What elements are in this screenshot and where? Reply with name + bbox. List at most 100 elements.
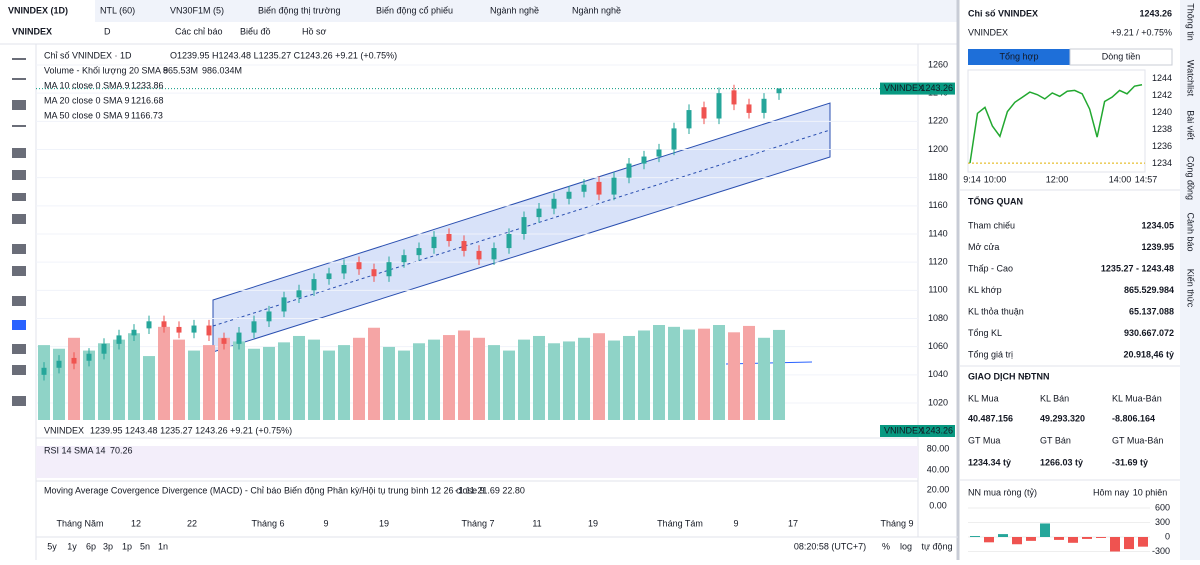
range-button[interactable]: 3p xyxy=(103,541,113,551)
tool-icons[interactable] xyxy=(12,58,26,406)
candle-body xyxy=(716,93,722,119)
volume-bar xyxy=(533,335,545,420)
candle-body xyxy=(476,250,482,260)
range-button[interactable]: 1y xyxy=(67,541,77,551)
volume-bar xyxy=(113,339,125,420)
overview-value: 20.918,46 tỷ xyxy=(1123,349,1174,359)
range-button[interactable]: 5y xyxy=(47,541,57,551)
profile-button[interactable]: Hồ sơ xyxy=(302,26,327,36)
volume-bar xyxy=(593,333,605,420)
volume-bar xyxy=(203,345,215,420)
net-tab[interactable]: Hôm nay xyxy=(1093,487,1130,497)
log-toggle[interactable]: log xyxy=(900,541,912,551)
volume-bar xyxy=(233,341,245,420)
y-tick-label: 0 xyxy=(1165,531,1170,541)
candle-body xyxy=(71,357,77,364)
side-tab[interactable]: Thông tin xyxy=(1186,3,1196,41)
foreign-label: GT Mua xyxy=(968,435,1000,445)
tab[interactable] xyxy=(1069,48,1173,66)
net-bar xyxy=(998,534,1008,537)
y-tick-label: 1242 xyxy=(1152,90,1172,100)
range-button[interactable]: 1p xyxy=(122,541,132,551)
pane-label: Moving Average Covergence Divergence (MA… xyxy=(44,485,485,495)
volume-bar xyxy=(563,341,575,420)
intraday-frame xyxy=(967,69,1146,173)
candle-body xyxy=(401,255,407,263)
x-tick-label: Tháng 7 xyxy=(461,518,494,528)
tab[interactable]: Biến động thị trường xyxy=(258,5,340,15)
tab[interactable]: Ngành nghề xyxy=(490,5,539,15)
panel-symbol: VNINDEX xyxy=(968,27,1008,37)
x-tick-label: 14:00 xyxy=(1109,174,1132,184)
candle-body xyxy=(146,321,152,329)
interval[interactable]: D xyxy=(104,26,111,36)
side-tab[interactable]: Watchlist xyxy=(1186,60,1196,97)
x-tick-label: 17 xyxy=(788,518,798,528)
side-tab[interactable]: Bài viết xyxy=(1186,110,1196,140)
legend-ma: MA 20 close 0 SMA 9 xyxy=(44,95,130,105)
candle-body xyxy=(416,248,422,256)
auto-toggle[interactable]: tự động xyxy=(921,541,952,551)
y-tick-label: 1236 xyxy=(1152,141,1172,151)
x-tick-label: 12:00 xyxy=(1046,174,1069,184)
range-button[interactable]: 6p xyxy=(86,541,96,551)
y-tick-label: 1220 xyxy=(928,116,948,126)
net-bar xyxy=(1040,523,1050,537)
volume-bar xyxy=(578,337,590,420)
range-button[interactable]: 1n xyxy=(158,541,168,551)
candle-body xyxy=(761,98,767,113)
volume-bar xyxy=(338,345,350,420)
chart-button[interactable]: Biểu đồ xyxy=(240,26,271,36)
panel-title: Chỉ số VNINDEX xyxy=(968,8,1038,18)
volume-bar xyxy=(143,356,155,420)
x-tick-label: 19 xyxy=(588,518,598,528)
tab[interactable]: Biến động cổ phiếu xyxy=(376,5,453,15)
candle-body xyxy=(596,181,602,195)
tab[interactable]: VN30F1M (5) xyxy=(170,5,224,15)
candle-body xyxy=(581,184,587,192)
candle-body xyxy=(626,163,632,178)
candle-body xyxy=(611,177,617,195)
overview-value: 1235.27 - 1243.48 xyxy=(1101,263,1174,273)
foreign-value: -31.69 tỷ xyxy=(1112,457,1148,467)
candle-body xyxy=(206,325,212,336)
percent-toggle[interactable]: % xyxy=(882,541,890,551)
legend-volume: Volume - Khối lượng 20 SMA 9 xyxy=(44,65,168,75)
range-button[interactable]: 5n xyxy=(140,541,150,551)
overview-value: 65.137.088 xyxy=(1129,306,1174,316)
foreign-label: KL Mua-Bán xyxy=(1112,393,1162,403)
active-tab[interactable] xyxy=(0,0,95,22)
candle-body xyxy=(56,360,62,368)
tab[interactable]: Ngành nghề xyxy=(572,5,621,15)
candle-body xyxy=(131,329,137,336)
overview-label: KL khớp xyxy=(968,285,1002,295)
net-bar xyxy=(1138,537,1148,547)
net-tab[interactable]: 10 phiên xyxy=(1133,487,1168,497)
foreign-label: KL Bán xyxy=(1040,393,1069,403)
y-tick-label: 1160 xyxy=(928,200,947,210)
tab[interactable]: NTL (60) xyxy=(100,5,135,15)
volume-bar xyxy=(713,325,725,420)
x-tick-label: 10:00 xyxy=(984,174,1007,184)
net-bar xyxy=(1096,537,1106,538)
side-tab[interactable]: Kiến thức xyxy=(1186,269,1196,308)
panel-price: 1243.26 xyxy=(1139,8,1172,18)
pane-values: -1.11 21.69 22.80 xyxy=(455,485,525,495)
foreign-value: 1266.03 tỷ xyxy=(1040,457,1083,467)
candle-body xyxy=(641,156,647,164)
net-bar xyxy=(1082,537,1092,539)
candle-body xyxy=(431,236,437,249)
indicators-button[interactable]: Các chỉ báo xyxy=(175,26,223,36)
side-tab[interactable]: Cảnh báo xyxy=(1186,212,1196,251)
volume-bar xyxy=(623,335,635,420)
volume-bar xyxy=(353,337,365,420)
symbol[interactable]: VNINDEX xyxy=(12,26,52,36)
candle-body xyxy=(731,90,737,105)
tab[interactable]: VNINDEX (1D) xyxy=(8,5,68,15)
volume-bar xyxy=(488,345,500,420)
tab-active[interactable] xyxy=(968,49,1070,65)
y-tick-label: 1120 xyxy=(928,257,947,267)
volume-bar xyxy=(218,337,230,420)
side-tab[interactable]: Cộng đồng xyxy=(1186,156,1196,200)
volume-bar xyxy=(743,325,755,420)
